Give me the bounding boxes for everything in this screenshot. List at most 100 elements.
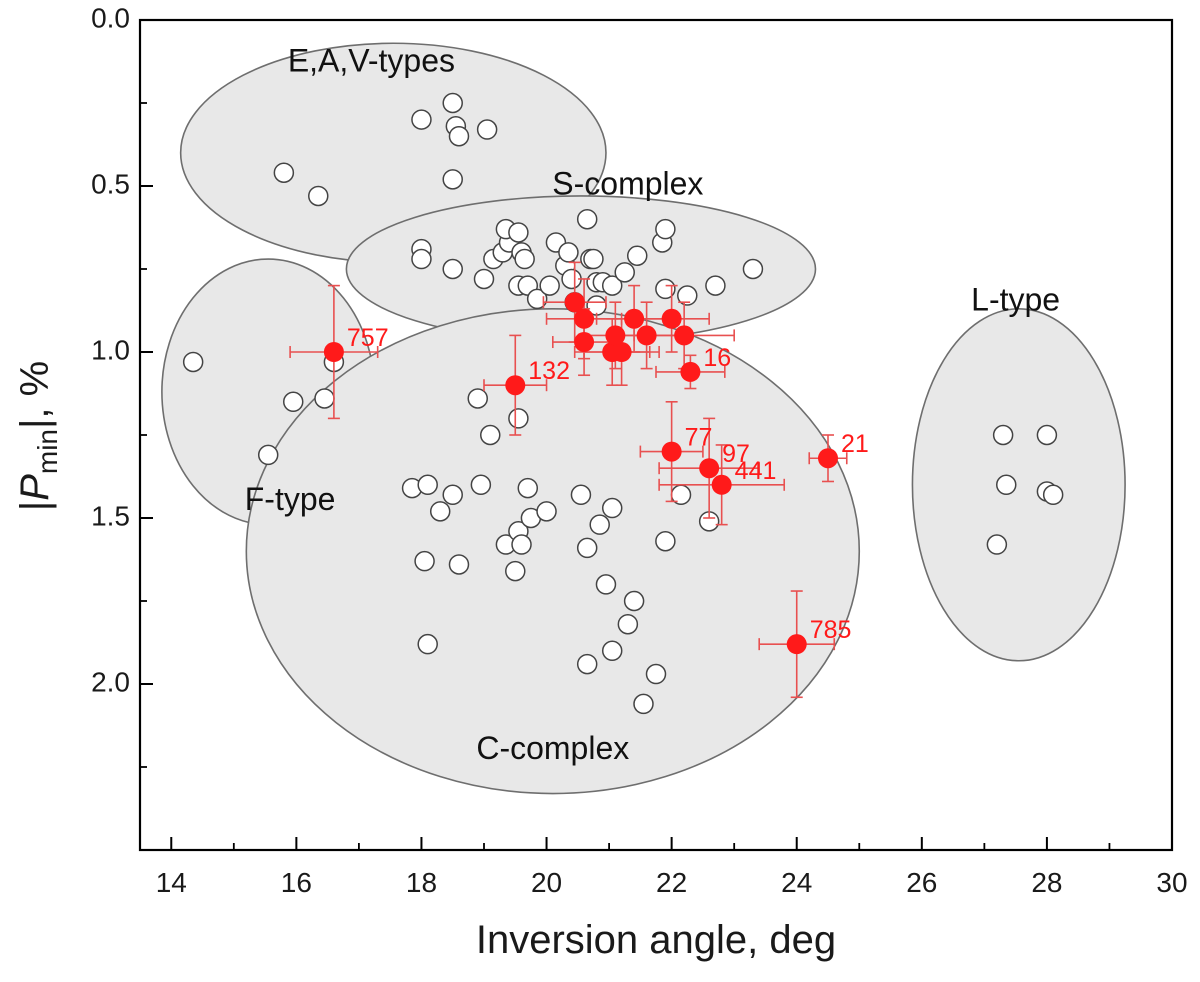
point-label-77: 77 [685, 424, 713, 452]
data-point-open [442, 258, 463, 280]
x-tick-label: 18 [406, 867, 437, 898]
data-point-open [539, 275, 560, 296]
x-axis-title: Inversion angle, deg [476, 918, 836, 962]
x-tick-label: 28 [1031, 867, 1062, 898]
data-point-open [614, 262, 635, 283]
data-point-open [576, 208, 598, 230]
y-tick-label: 1.5 [91, 500, 130, 531]
y-axis-title-subscript: min [32, 429, 63, 474]
x-tick-label: 16 [281, 867, 312, 898]
data-point-open [442, 169, 463, 190]
data-point-open [655, 218, 676, 240]
data-point-open [417, 633, 438, 655]
data-point-filled [699, 458, 720, 479]
region-label-e-a-v-types: E,A,V-types [288, 43, 455, 79]
x-tick-label: 30 [1156, 867, 1187, 898]
data-point-open [558, 242, 579, 263]
data-point-open [476, 119, 498, 140]
x-tick-label: 14 [156, 867, 187, 898]
point-label-757: 757 [347, 324, 389, 352]
data-point-open [986, 534, 1008, 555]
data-point-open [467, 388, 488, 409]
data-point-open [508, 222, 529, 243]
region-labels-layer: E,A,V-types S-complex F-type C-complex L-typ… [245, 43, 1060, 766]
data-point-filled [674, 325, 695, 346]
data-point-open [705, 275, 726, 296]
data-point-open [411, 248, 432, 270]
data-point-open [536, 501, 557, 522]
data-point-filled [818, 448, 838, 469]
data-point-open [314, 388, 335, 409]
data-point-filled [574, 308, 595, 329]
regions-layer [161, 42, 1126, 795]
data-point-filled [323, 342, 344, 362]
data-point-open [505, 560, 526, 582]
y-axis-title: |Pmin|, % [13, 361, 63, 511]
y-axis-title-suffix: |, % [13, 361, 57, 429]
data-point-open [511, 534, 532, 555]
region-c-complex [245, 308, 861, 795]
data-point-open [992, 424, 1014, 446]
data-point-open [601, 275, 623, 296]
data-point-open [601, 497, 623, 519]
point-label-21: 21 [841, 430, 869, 458]
data-point-open [417, 474, 438, 496]
y-tick-label: 2.0 [91, 666, 130, 697]
data-point-filled [711, 474, 732, 495]
region-label-f-type: F-type [245, 481, 336, 517]
data-point-open [411, 109, 432, 130]
data-point-open [677, 285, 698, 306]
data-point-open [517, 477, 539, 499]
y-axis-title-symbol: P [13, 474, 57, 501]
data-point-filled [661, 441, 682, 462]
data-point-open [576, 653, 598, 675]
data-point-open [514, 248, 535, 270]
region-label-s-complex: S-complex [552, 165, 703, 201]
data-point-filled [611, 342, 632, 362]
region-label-c-complex: C-complex [476, 730, 629, 766]
data-point-open [429, 501, 451, 522]
data-point-open [570, 484, 592, 506]
point-label-441: 441 [735, 457, 777, 485]
region-l-type [911, 308, 1126, 662]
point-label-16: 16 [703, 344, 731, 372]
data-point-open [508, 408, 529, 429]
data-point-open [414, 550, 435, 572]
data-point-filled [505, 375, 526, 396]
data-point-open [273, 162, 295, 183]
data-point-open [448, 554, 470, 575]
data-point-open [1042, 484, 1064, 506]
x-tick-label: 22 [656, 867, 687, 898]
data-point-filled [605, 325, 626, 346]
data-point-open [473, 268, 495, 290]
data-point-open [576, 537, 598, 559]
x-tick-label: 20 [531, 867, 562, 898]
data-point-filled [564, 292, 585, 313]
data-point-open [442, 92, 463, 114]
data-point-open [623, 590, 645, 612]
y-tick-label: 1.0 [91, 334, 130, 365]
data-point-open [448, 125, 470, 147]
data-point-open [655, 278, 676, 300]
region-label-l-type: L-type [971, 282, 1060, 318]
point-label-785: 785 [810, 616, 852, 644]
data-point-open [655, 530, 676, 552]
data-point-open [617, 613, 639, 635]
data-point-filled [624, 308, 645, 329]
y-axis-title-prefix: | [13, 501, 57, 511]
data-point-open [1036, 424, 1058, 446]
data-point-filled [574, 332, 595, 353]
data-point-open [996, 474, 1017, 496]
data-point-filled [786, 634, 807, 655]
data-point-open [182, 351, 204, 373]
axes-layer: 14 16 18 20 22 24 26 28 30 0.0 0.5 1.0 1.5 2.0 [91, 2, 1188, 898]
data-point-open [308, 185, 329, 207]
filled-markers-layer [323, 292, 838, 655]
data-point-open [633, 693, 654, 715]
data-point-open [282, 391, 304, 413]
data-point-open [626, 245, 648, 266]
data-point-open [470, 474, 492, 496]
data-point-open [742, 258, 764, 280]
data-point-open [583, 248, 604, 270]
